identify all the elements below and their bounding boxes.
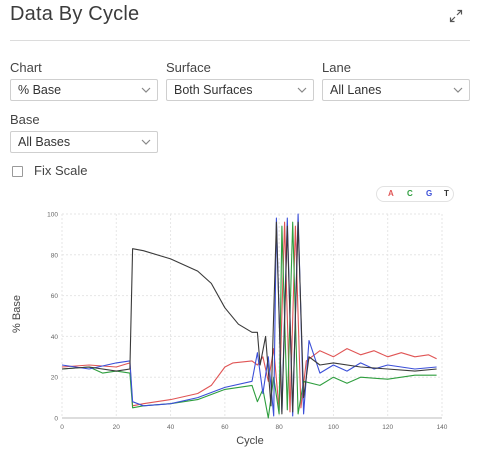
x-tick-label: 0 <box>60 424 64 431</box>
y-axis-label: % Base <box>11 295 23 333</box>
chevron-down-icon <box>141 87 151 93</box>
base-select[interactable]: All Bases <box>10 131 158 153</box>
surface-select-value: Both Surfaces <box>174 83 253 97</box>
chart-label: Chart <box>10 60 42 75</box>
fix-scale-label[interactable]: Fix Scale <box>34 163 88 178</box>
chart-series <box>61 213 437 419</box>
legend-item-a[interactable]: A <box>388 189 394 198</box>
header-divider <box>10 40 470 41</box>
x-tick-label: 60 <box>221 424 229 431</box>
lane-select[interactable]: All Lanes <box>322 79 470 101</box>
y-tick-label: 20 <box>51 375 59 382</box>
fix-scale-checkbox[interactable] <box>12 166 23 177</box>
chart-axes: 0 20 40 60 80 100 120 140 0 20 40 60 80 100 <box>47 212 448 432</box>
legend-item-c[interactable]: C <box>407 189 413 198</box>
surface-label: Surface <box>166 60 211 75</box>
page-title: Data By Cycle <box>10 3 140 25</box>
lane-label: Lane <box>322 60 351 75</box>
x-tick-label: 40 <box>167 424 175 431</box>
base-label: Base <box>10 112 40 127</box>
chart-legend: A C G T <box>376 186 454 202</box>
x-axis-label: Cycle <box>236 435 264 447</box>
x-tick-label: 140 <box>437 424 448 431</box>
legend-item-g[interactable]: G <box>426 189 433 198</box>
base-select-value: All Bases <box>18 135 71 149</box>
surface-select[interactable]: Both Surfaces <box>166 79 314 101</box>
series-line-g <box>61 213 437 417</box>
x-tick-label: 120 <box>382 424 393 431</box>
series-line-c <box>61 221 437 419</box>
chart-select-value: % Base <box>18 83 62 97</box>
series-line-t <box>61 221 437 415</box>
x-tick-label: 100 <box>328 424 339 431</box>
y-tick-label: 40 <box>51 334 59 341</box>
lane-select-value: All Lanes <box>330 83 382 97</box>
x-tick-label: 20 <box>113 424 121 431</box>
legend-item-t[interactable]: T <box>444 189 449 198</box>
y-tick-label: 0 <box>54 416 58 423</box>
chevron-down-icon <box>453 87 463 93</box>
chart-grid <box>61 213 443 419</box>
expand-arrows-icon[interactable] <box>449 9 463 23</box>
y-tick-label: 100 <box>47 212 58 219</box>
y-tick-label: 80 <box>51 252 59 259</box>
chevron-down-icon <box>141 139 151 145</box>
percent-base-chart: 0 20 40 60 80 100 120 140 0 20 40 60 80 100 Cycle % B… <box>11 212 448 448</box>
chevron-down-icon <box>297 87 307 93</box>
y-tick-label: 60 <box>51 293 59 300</box>
chart-select[interactable]: % Base <box>10 79 158 101</box>
series-line-a <box>61 221 437 413</box>
x-tick-label: 80 <box>276 424 284 431</box>
